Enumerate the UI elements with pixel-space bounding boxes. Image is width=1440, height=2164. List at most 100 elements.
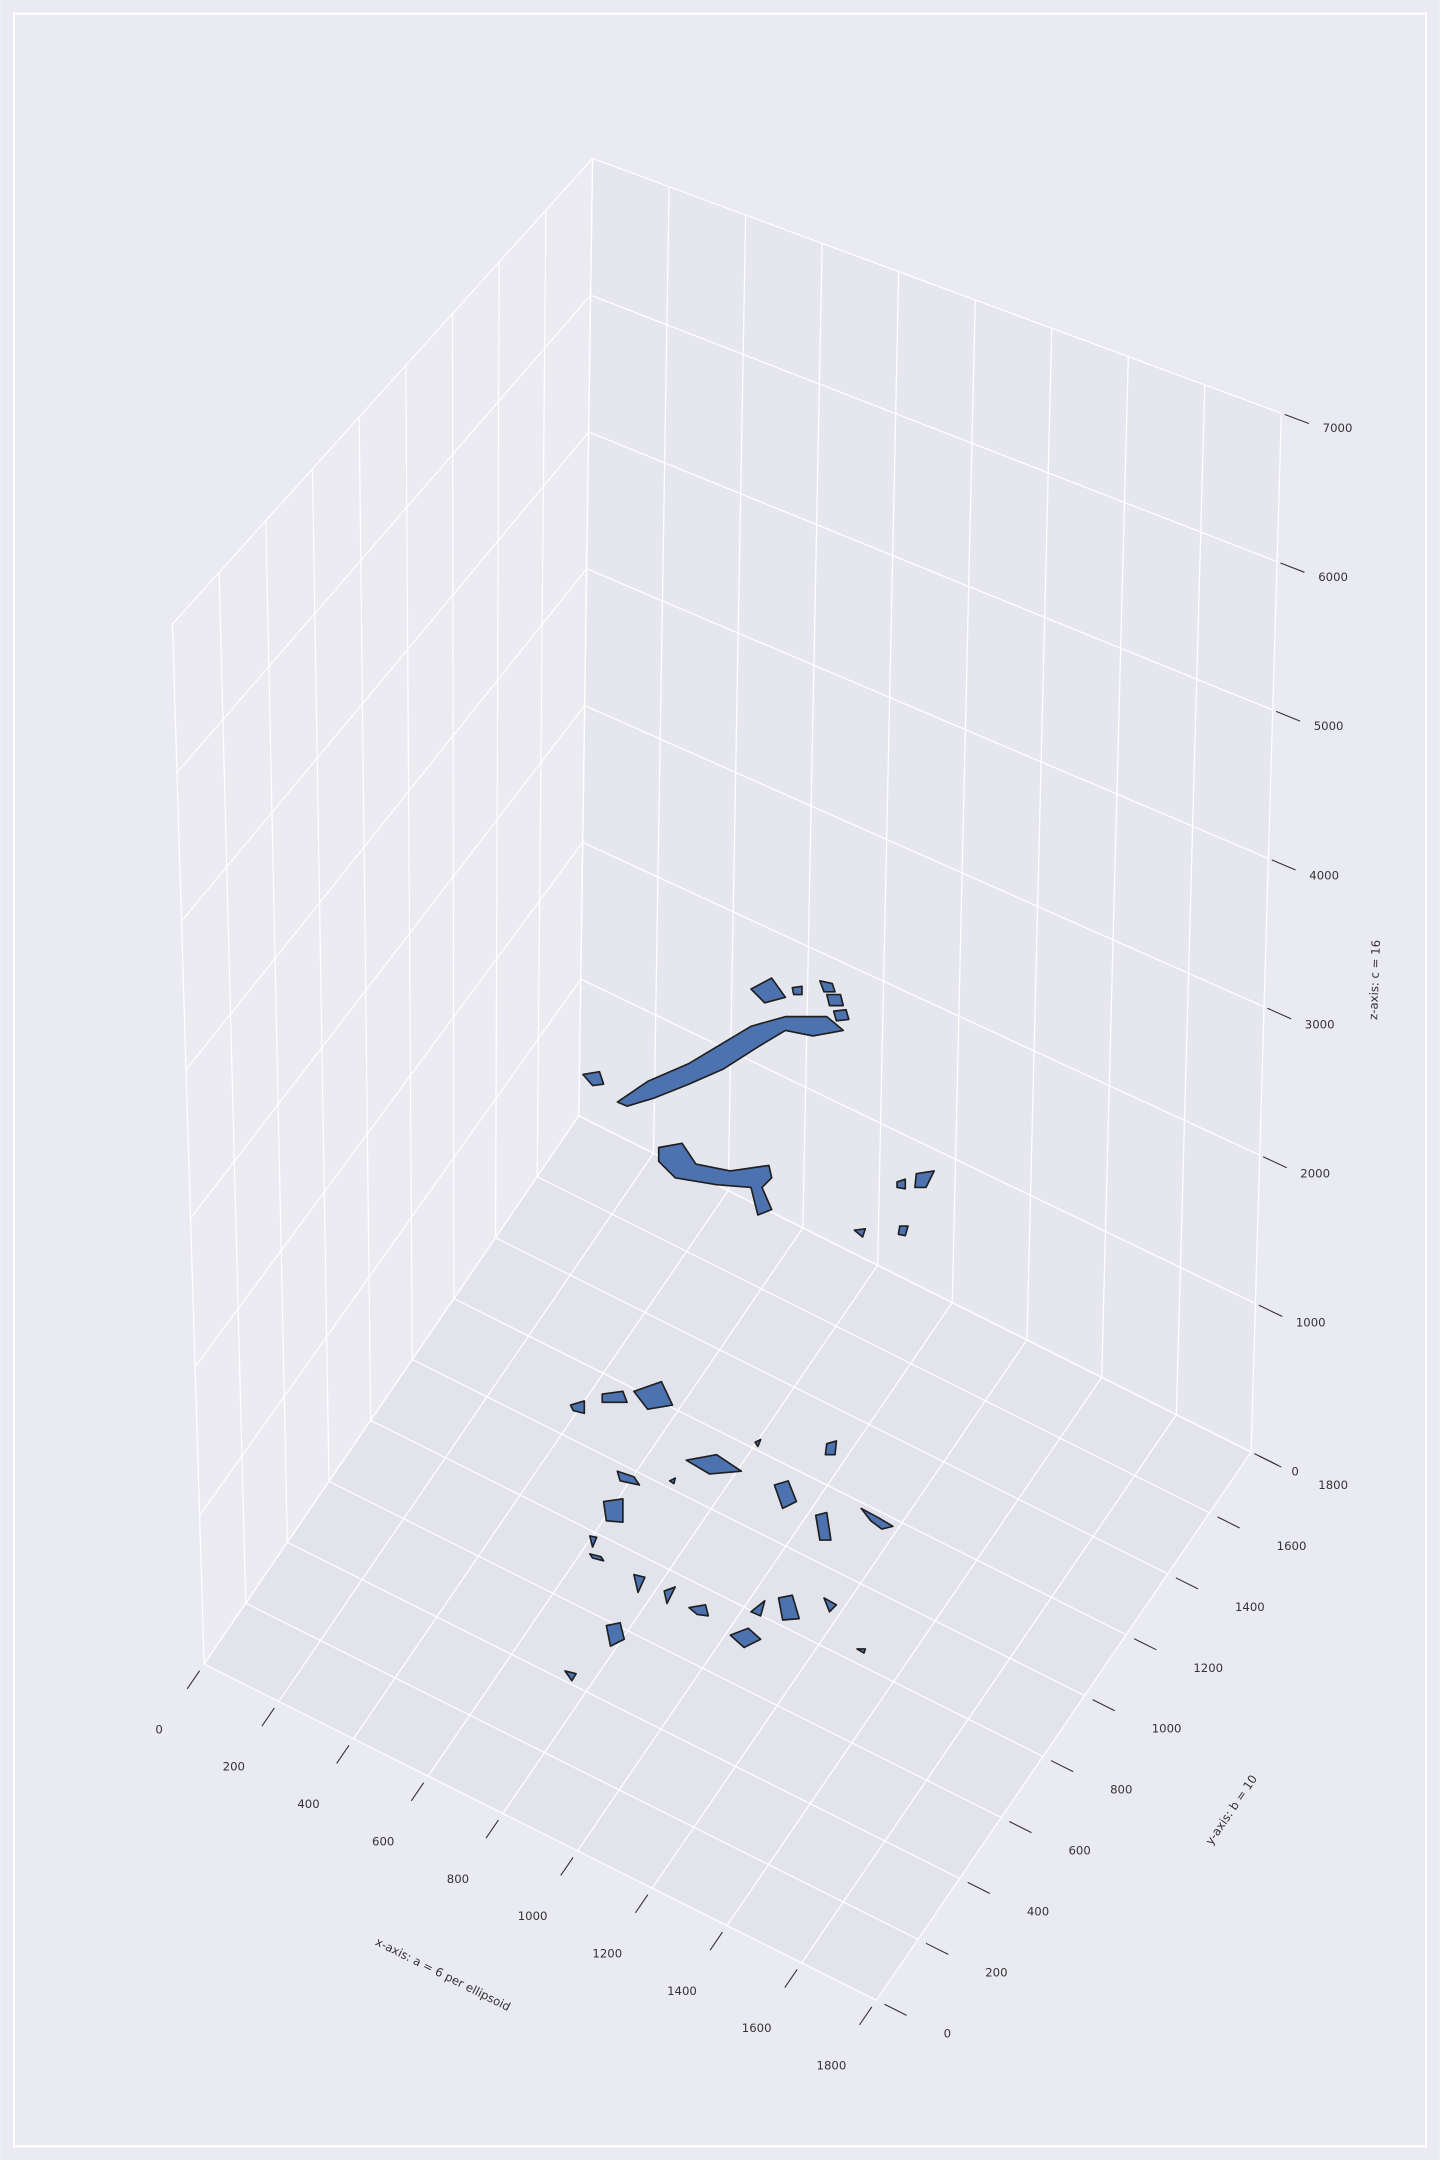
grid-line — [590, 294, 1278, 563]
y-tick-label: 800 — [1110, 1783, 1132, 1797]
grid-line — [311, 468, 330, 1482]
x-tick — [784, 1969, 798, 1988]
surface-patch — [754, 1438, 762, 1448]
surface-patch — [824, 1440, 838, 1456]
surface-patch — [569, 1400, 586, 1415]
surface-patch — [564, 1670, 577, 1682]
x-tick — [634, 1894, 649, 1914]
grid-line — [1101, 356, 1129, 1378]
grid-line — [185, 568, 588, 1071]
x-tick-label: 600 — [372, 1834, 394, 1848]
grid-line — [651, 1339, 1028, 1889]
z-tick — [1284, 414, 1310, 424]
z-tick — [1280, 562, 1305, 573]
z-tick — [1254, 1453, 1279, 1466]
grid-line — [536, 1176, 1210, 1514]
grid-line — [802, 243, 823, 1228]
grid-line — [245, 1602, 919, 1940]
surface-patch — [860, 1507, 894, 1530]
y-tick-label: 0 — [944, 2026, 951, 2040]
grid-line — [588, 431, 1273, 711]
back-pane — [578, 158, 1282, 1452]
surface-patch — [832, 1008, 850, 1022]
floor-pane — [204, 1115, 1252, 2001]
grid — [171, 157, 1282, 2001]
y-tick-label: 400 — [1027, 1904, 1049, 1918]
x-tick — [186, 1670, 201, 1690]
grid-line — [578, 158, 594, 1116]
grid-line — [171, 158, 594, 625]
x-tick-label: 1000 — [518, 1909, 548, 1923]
y-tick — [1133, 1638, 1157, 1651]
x-tick-label: 800 — [447, 1872, 469, 1886]
y-tick-label: 1800 — [1318, 1478, 1348, 1492]
surface-patch — [819, 979, 836, 993]
surface-patch — [633, 1380, 674, 1411]
grid-line — [876, 271, 900, 1266]
y-tick — [884, 2003, 907, 2016]
grid-line — [801, 1414, 1177, 1964]
grid-line — [370, 1419, 1044, 1758]
x-tick-label: 1600 — [742, 2021, 772, 2035]
surface-patch — [791, 985, 803, 996]
grid-line — [727, 215, 747, 1191]
figure-frame — [12, 12, 1428, 2148]
z-tick-label: 0 — [1291, 1465, 1298, 1479]
surface-patch — [856, 1648, 867, 1654]
surface-patch — [897, 1225, 909, 1237]
left-pane — [172, 158, 593, 1665]
surface-patch — [814, 1511, 832, 1541]
grid-line — [726, 1376, 1103, 1926]
x-tick-label: 400 — [297, 1797, 319, 1811]
grid-line — [218, 572, 247, 1604]
grid-line — [582, 841, 1260, 1156]
grid-line — [1175, 384, 1206, 1415]
z-axis-label: z-axis: c = 16 — [1366, 940, 1383, 1020]
grid-line — [278, 1152, 655, 1702]
y-tick-label: 1200 — [1193, 1661, 1223, 1675]
y-tick-label: 600 — [1068, 1844, 1090, 1858]
z-tick — [1271, 859, 1296, 871]
grid-line — [352, 1190, 729, 1740]
y-tick-label: 1600 — [1277, 1539, 1307, 1553]
grid-line — [176, 294, 592, 774]
y-tick — [1050, 1760, 1074, 1773]
x-tick-label: 0 — [155, 1722, 162, 1736]
grid-line — [180, 431, 590, 922]
grid-line — [494, 261, 500, 1238]
surface-patch — [777, 1594, 801, 1621]
surface-patch — [616, 1470, 641, 1486]
y-tick-label: 200 — [985, 1965, 1007, 1979]
grid-line — [495, 1237, 1169, 1575]
grid-line — [358, 417, 372, 1421]
grid-line — [265, 520, 288, 1543]
grid-line — [1250, 413, 1282, 1452]
grid-line — [203, 1663, 877, 2001]
grid-line — [194, 841, 584, 1368]
x-tick — [485, 1819, 499, 1839]
x-tick-label: 1400 — [667, 1984, 697, 1998]
x-tick — [261, 1707, 275, 1727]
y-tick — [967, 1881, 991, 1894]
grid-line — [199, 978, 582, 1516]
grid-line — [580, 978, 1256, 1305]
x-tick-label: 200 — [223, 1760, 245, 1774]
grid-line — [411, 1358, 1085, 1697]
grid-line — [502, 1264, 879, 1814]
surface-patch — [602, 1497, 624, 1524]
surface-patch — [663, 1586, 677, 1605]
z-tick — [1275, 710, 1301, 722]
x-tick — [859, 2006, 873, 2026]
z-tick-label: 6000 — [1318, 570, 1348, 584]
z-tick-label: 2000 — [1300, 1166, 1330, 1180]
grid-line — [652, 186, 670, 1154]
surface-patch — [668, 1477, 677, 1485]
z-tick — [1262, 1156, 1288, 1169]
surface-patch — [685, 1453, 743, 1475]
z-tick — [1267, 1007, 1292, 1020]
surface-patch — [750, 977, 787, 1004]
grid-line — [190, 705, 586, 1219]
surface-patch — [601, 1390, 628, 1404]
grid-line — [451, 313, 455, 1299]
